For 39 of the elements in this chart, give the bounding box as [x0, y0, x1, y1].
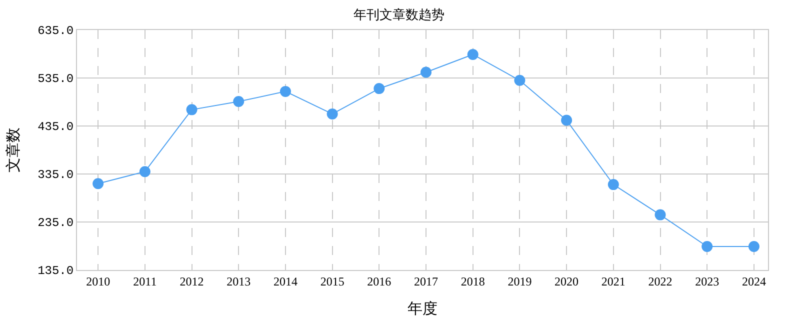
- point: [748, 240, 760, 252]
- point: [702, 240, 713, 252]
- point: [514, 74, 526, 86]
- point: [139, 166, 150, 178]
- x-tick-label: 2015: [320, 274, 344, 288]
- point: [608, 179, 619, 190]
- point: [654, 209, 666, 220]
- x-tick-label: 2013: [226, 274, 251, 288]
- y-tick-label: 635.0: [38, 24, 74, 38]
- point: [92, 178, 104, 190]
- x-tick-label: 2011: [133, 274, 157, 288]
- y-axis-title: 文章数: [4, 128, 22, 172]
- x-tick-label: 2019: [508, 274, 532, 288]
- y-tick-label: 235.0: [38, 216, 74, 230]
- x-tick-label: 2020: [554, 274, 579, 288]
- x-tick-label: 2021: [601, 274, 626, 288]
- y-tick-label: 335.0: [38, 168, 74, 182]
- x-axis-title: 年度: [408, 300, 438, 318]
- x-tick-label: 2012: [180, 274, 204, 288]
- point: [280, 86, 291, 97]
- point: [467, 48, 478, 60]
- point: [233, 96, 244, 108]
- y-tick-label: 535.0: [38, 72, 74, 86]
- x-tick-label: 2018: [460, 274, 485, 288]
- x-tick-label: 2010: [86, 274, 110, 288]
- chart-title: 年刊文章数趋势: [354, 7, 444, 22]
- x-tick-label: 2016: [367, 274, 392, 288]
- point: [561, 114, 572, 126]
- y-tick-label: 135.0: [38, 264, 74, 278]
- point: [420, 66, 432, 78]
- x-tick-label: 2022: [648, 274, 672, 288]
- x-tick-label: 2023: [695, 274, 720, 288]
- point: [374, 83, 385, 94]
- y-tick-label: 435.0: [38, 120, 74, 134]
- point: [186, 104, 198, 116]
- x-tick-label: 2017: [414, 274, 438, 288]
- x-tick-label: 2014: [273, 274, 298, 288]
- point: [326, 108, 338, 120]
- x-tick-label: 2024: [742, 274, 766, 288]
